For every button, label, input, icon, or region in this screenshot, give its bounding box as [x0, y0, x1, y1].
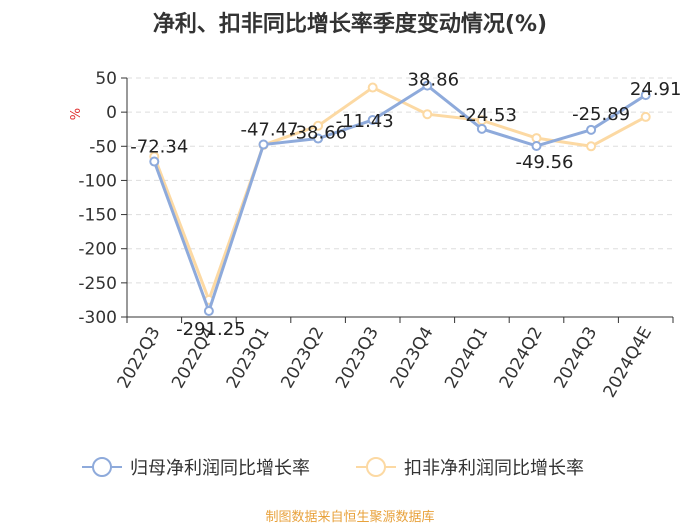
x-tick-label: 2023Q3: [332, 324, 383, 392]
y-tick-label: -200: [78, 240, 117, 260]
y-axis-unit-label: %: [69, 108, 84, 120]
y-tick-label: 0: [106, 103, 117, 123]
data-label: -25.89: [572, 104, 630, 125]
data-point: [640, 111, 651, 122]
source-note: 制图数据来自恒生聚源数据库: [265, 510, 435, 525]
data-point: [640, 90, 651, 101]
y-tick-label: 50: [95, 69, 117, 89]
x-tick-label: 2024Q1: [441, 324, 492, 392]
data-label: 24.91: [630, 79, 682, 100]
series-line: [152, 84, 647, 313]
data-point: [476, 123, 487, 134]
y-tick-label: -250: [78, 274, 117, 294]
legend-label: 扣非净利润同比增长率: [404, 458, 584, 479]
x-tick-label: 2024Q2: [496, 324, 547, 392]
data-point: [203, 306, 214, 317]
data-point: [367, 82, 378, 93]
x-tick-label: 2023Q2: [277, 324, 328, 392]
y-tick-label: -50: [89, 137, 117, 157]
chart-title: 净利、扣非同比增长率季度变动情况(%): [152, 12, 548, 37]
data-label: 38.86: [408, 70, 460, 91]
x-tick-label: 2022Q3: [114, 324, 165, 392]
y-tick-label: -150: [78, 206, 117, 226]
data-point: [149, 156, 160, 167]
data-label: -38.66: [289, 123, 347, 144]
data-label: -24.53: [459, 105, 517, 126]
legend-swatch-marker: [92, 457, 112, 477]
data-point: [422, 109, 433, 120]
series-lines: [149, 80, 651, 317]
data-point: [531, 140, 542, 151]
data-point: [313, 120, 324, 131]
data-label: -291.25: [176, 319, 245, 340]
data-point: [586, 124, 597, 135]
data-point: [313, 133, 324, 144]
data-point: [586, 141, 597, 152]
series-line: [152, 86, 647, 302]
legend-swatch-marker: [366, 457, 386, 477]
data-label: -47.47: [240, 120, 298, 141]
data-point: [258, 139, 269, 150]
y-tick-label: -100: [78, 171, 117, 191]
x-tick-label: 2024Q4E: [600, 324, 656, 402]
data-point: [422, 80, 433, 91]
legend-label: 归母净利润同比增长率: [130, 458, 310, 479]
data-point: [367, 114, 378, 125]
legend: 归母净利润同比增长率 扣非净利润同比增长率: [82, 457, 584, 479]
data-label: -11.43: [336, 111, 394, 132]
data-point: [531, 133, 542, 144]
x-tick-label: 2024Q3: [550, 324, 601, 392]
data-label: -49.56: [515, 152, 573, 173]
x-tick-label: 2023Q4: [387, 324, 438, 392]
data-labels: -72.34 -291.25 -47.47-38.66-11.43 38.86 -24.…: [130, 70, 681, 340]
data-label: -72.34: [130, 137, 188, 158]
y-tick-label: -300: [78, 308, 117, 328]
